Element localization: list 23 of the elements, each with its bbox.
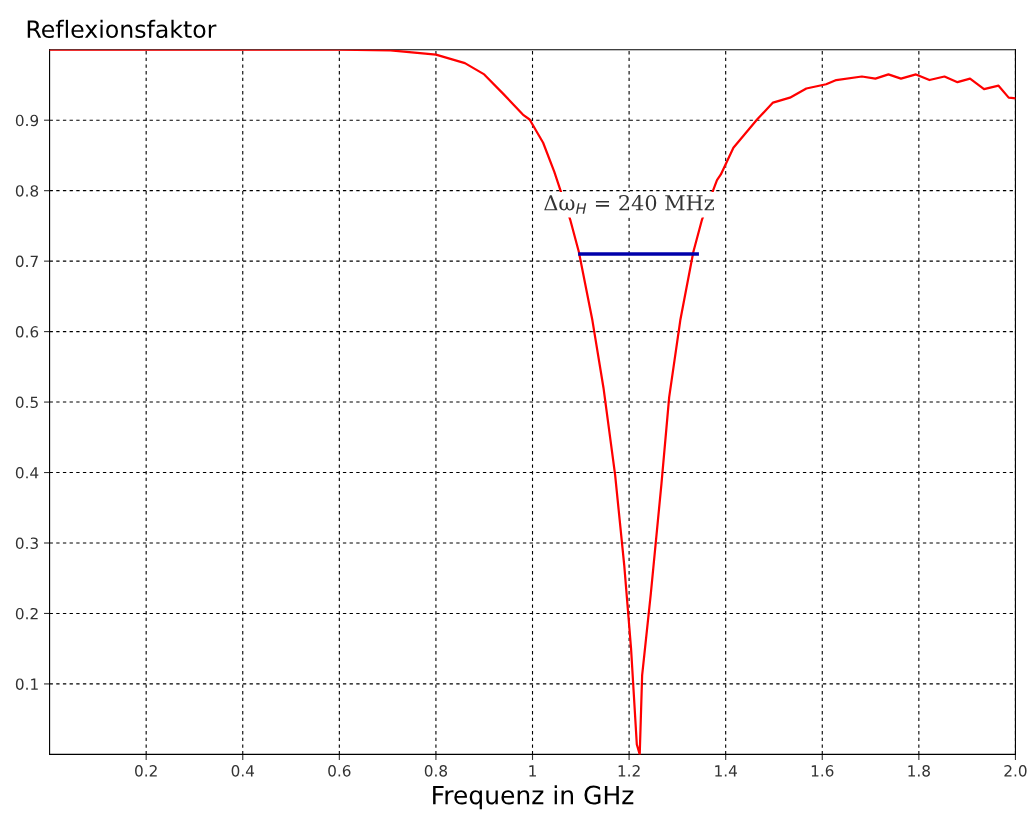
line-series	[49, 49, 1016, 755]
x-tick-label: 0.6	[328, 765, 351, 777]
y-tick-label: 0.9	[15, 114, 39, 127]
y-tick-label: 0.8	[15, 185, 39, 197]
y-tick-label: 0.6	[15, 326, 39, 338]
annotation: Δω$_{H}$ = 240 MHz	[544, 194, 714, 214]
x-tick-label: 0.8	[424, 765, 448, 777]
y-tick-label: 0.3	[15, 537, 38, 550]
y-tick-label: 0.4	[15, 467, 39, 479]
x-tick-label: 1.2	[618, 765, 640, 777]
y-axis-title: Reflexionsfaktor	[27, 19, 217, 39]
x-tick-label: 1.6	[811, 765, 834, 777]
x-tick-label: 1.8	[908, 765, 930, 777]
x-tick-label: 0.2	[135, 765, 157, 777]
x-tick-label: 1	[529, 765, 536, 777]
x-tick-label: 2.0	[1004, 765, 1027, 777]
y-tick-label: 0.2	[15, 607, 38, 620]
x-axis-title: Frequenz in GHz	[433, 785, 634, 810]
y-tick-label: 0.5	[15, 396, 38, 409]
y-tick-label: 0.1	[15, 678, 38, 690]
x-tick-label: 0.4	[231, 765, 255, 777]
x-tick-label: 1.4	[715, 765, 737, 777]
y-tick-label: 0.7	[15, 255, 38, 268]
